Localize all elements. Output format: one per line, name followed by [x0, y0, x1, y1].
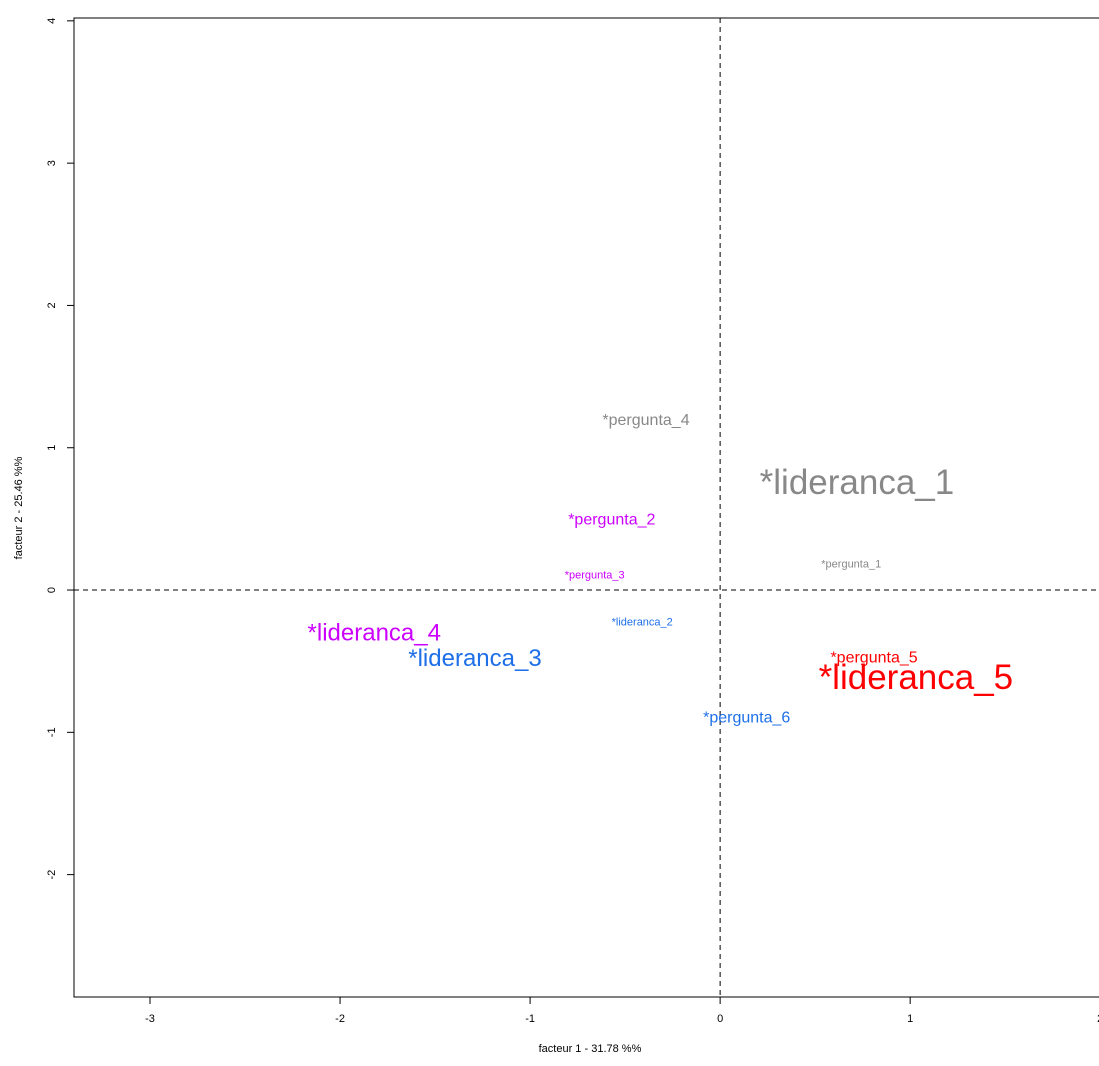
- y-tick-label: -1: [46, 727, 58, 737]
- point-labels: *pergunta_4 *lideranca_1 *pergunta_2 *pergu…: [308, 412, 1014, 726]
- point-label: *pergunta_5: [830, 650, 917, 667]
- reference-lines: [74, 18, 1099, 997]
- point-label: *pergunta_2: [568, 512, 655, 529]
- x-axis: -3 -2 -1 0 1 2: [145, 997, 1099, 1025]
- x-tick-label: 2: [1097, 1013, 1099, 1025]
- point-label: *pergunta_6: [703, 709, 790, 726]
- point-label: *pergunta_3: [565, 570, 625, 582]
- y-axis-title: facteur 2 - 25.46 %%: [13, 456, 25, 559]
- y-tick-label: 4: [46, 18, 58, 24]
- x-tick-label: 0: [717, 1013, 723, 1025]
- x-tick-label: -2: [335, 1013, 345, 1025]
- point-label: *lideranca_1: [760, 463, 955, 502]
- point-label: *pergunta_1: [821, 558, 881, 570]
- point-label: *lideranca_4: [308, 619, 441, 646]
- x-tick-label: -3: [145, 1013, 155, 1025]
- y-tick-label: 0: [46, 587, 58, 593]
- plot-frame: [73, 17, 1099, 998]
- y-tick-label: 1: [46, 445, 58, 451]
- point-label: *lideranca_2: [612, 617, 673, 629]
- x-axis-title: facteur 1 - 31.78 %%: [539, 1043, 642, 1055]
- y-tick-label: 3: [46, 160, 58, 166]
- point-label: *lideranca_3: [408, 645, 541, 672]
- y-axis: -2 -1 0 1 2 3 4: [46, 18, 74, 880]
- x-tick-label: 1: [907, 1013, 913, 1025]
- y-tick-label: -2: [46, 870, 58, 880]
- point-label: *lideranca_5: [819, 658, 1014, 697]
- y-tick-label: 2: [46, 302, 58, 308]
- x-tick-label: -1: [525, 1013, 535, 1025]
- point-label: *pergunta_4: [602, 412, 689, 429]
